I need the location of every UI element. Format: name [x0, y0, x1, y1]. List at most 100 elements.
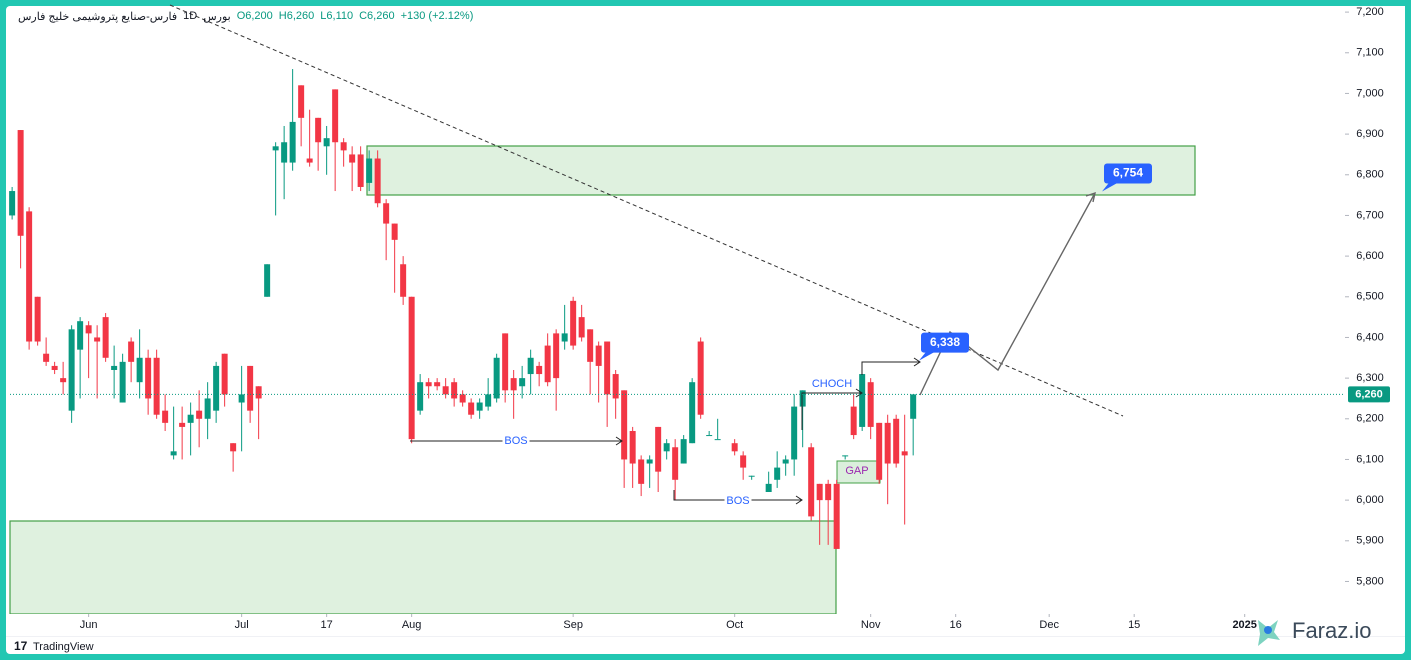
arrowheads — [615, 357, 921, 505]
candle-body — [119, 361, 126, 403]
candle-body — [366, 158, 373, 183]
candle-body — [196, 410, 203, 419]
candle-body — [357, 154, 364, 187]
x-tick-label: Nov — [861, 619, 881, 631]
candle-body — [77, 321, 84, 350]
last-price-label: 6,260 — [1355, 388, 1383, 400]
candle-body — [68, 329, 75, 411]
target-label: 6,754 — [1113, 166, 1143, 180]
candle-body — [162, 410, 169, 423]
candle-body — [60, 378, 67, 383]
candle-body — [85, 325, 92, 334]
candle-body — [901, 451, 908, 456]
candle-body — [94, 337, 101, 342]
exchange: بورس — [203, 11, 231, 23]
y-tick-label: 6,500 — [1356, 291, 1384, 303]
candle-body — [255, 386, 262, 399]
candle-body — [289, 121, 296, 163]
candle-body — [842, 455, 849, 457]
x-tick-label: 16 — [950, 619, 962, 631]
target-box — [1104, 163, 1152, 184]
candle-body — [578, 317, 585, 338]
candle-body — [697, 341, 704, 415]
x-tick-label: 15 — [1128, 619, 1140, 631]
bos-line — [673, 490, 802, 501]
candle-body — [111, 365, 118, 370]
candle-body — [553, 333, 560, 379]
candle-body — [493, 357, 500, 399]
candle-body — [646, 459, 653, 464]
y-tick-label: 5,800 — [1356, 575, 1384, 587]
x-tick-label: Jul — [235, 619, 249, 631]
candle-body — [765, 483, 772, 492]
y-tick-label: 7,100 — [1356, 47, 1384, 59]
candle-body — [306, 158, 313, 163]
candle-body — [340, 142, 347, 151]
target-label: 6,338 — [930, 335, 960, 349]
candle-body — [774, 467, 781, 480]
candle-body — [519, 378, 526, 387]
candle-body — [34, 296, 41, 342]
y-tick-label: 6,900 — [1356, 128, 1384, 140]
candle-body — [408, 296, 415, 440]
y-tick-label: 7,200 — [1356, 6, 1384, 18]
candle-body — [417, 382, 424, 411]
candle-body — [604, 341, 611, 395]
demand-zone — [9, 520, 837, 615]
candle-body — [689, 382, 696, 444]
candle-body — [527, 357, 534, 375]
x-tick-label: 2025 — [1232, 619, 1256, 631]
target-pointer — [919, 350, 937, 361]
y-tick-label: 6,600 — [1356, 250, 1384, 262]
candle-body — [791, 406, 798, 460]
annotation: BOS — [726, 495, 749, 507]
background — [6, 6, 1405, 654]
projection — [919, 191, 1096, 396]
candle-body — [264, 264, 271, 297]
candle-body — [638, 459, 645, 484]
candle-body — [680, 439, 687, 464]
ohlc-low: L6,110 — [320, 10, 354, 22]
candle-body — [502, 333, 509, 391]
candle-body — [136, 357, 143, 383]
projection-path — [919, 192, 1096, 396]
y-tick-label: 5,900 — [1356, 535, 1384, 547]
ohlc-open: O6,200 — [236, 10, 273, 22]
candle-body — [799, 390, 806, 407]
y-tick-label: 6,200 — [1356, 413, 1384, 425]
candle-body — [281, 142, 288, 163]
candle-body — [740, 455, 747, 468]
y-tick-label: 6,000 — [1356, 494, 1384, 506]
y-tick-label: 6,100 — [1356, 453, 1384, 465]
candle-body — [629, 430, 636, 464]
candle-body — [451, 382, 458, 399]
target-box — [921, 332, 969, 353]
candle-body — [349, 154, 356, 163]
target-pointer — [1102, 181, 1120, 192]
candle-body — [187, 414, 194, 423]
annotation-bg — [502, 434, 530, 448]
candle-body — [179, 422, 186, 427]
candle-body — [383, 203, 390, 224]
candle-body — [808, 447, 815, 517]
annotation: GAP — [845, 465, 868, 477]
tv-brand: TradingView — [33, 641, 94, 653]
candle-body — [782, 459, 789, 464]
candle-body — [655, 426, 662, 472]
candle-body — [714, 439, 721, 441]
tv-logo-mark: 17 — [14, 639, 28, 653]
price-axis — [1345, 6, 1405, 614]
time-axis — [6, 614, 1405, 636]
x-tick-label: Sep — [563, 619, 583, 631]
candle-body — [170, 451, 177, 456]
y-tick-label: 6,300 — [1356, 372, 1384, 384]
candle-body — [425, 382, 432, 387]
y-tick-label: 6,400 — [1356, 331, 1384, 343]
candle-body — [17, 130, 24, 236]
candle-body — [561, 333, 568, 342]
candle-body — [595, 345, 602, 366]
last-price-tag — [1348, 386, 1390, 403]
candle-body — [587, 329, 594, 362]
faraz-brand: Faraz.io — [1292, 618, 1371, 643]
candle-body — [51, 365, 58, 370]
